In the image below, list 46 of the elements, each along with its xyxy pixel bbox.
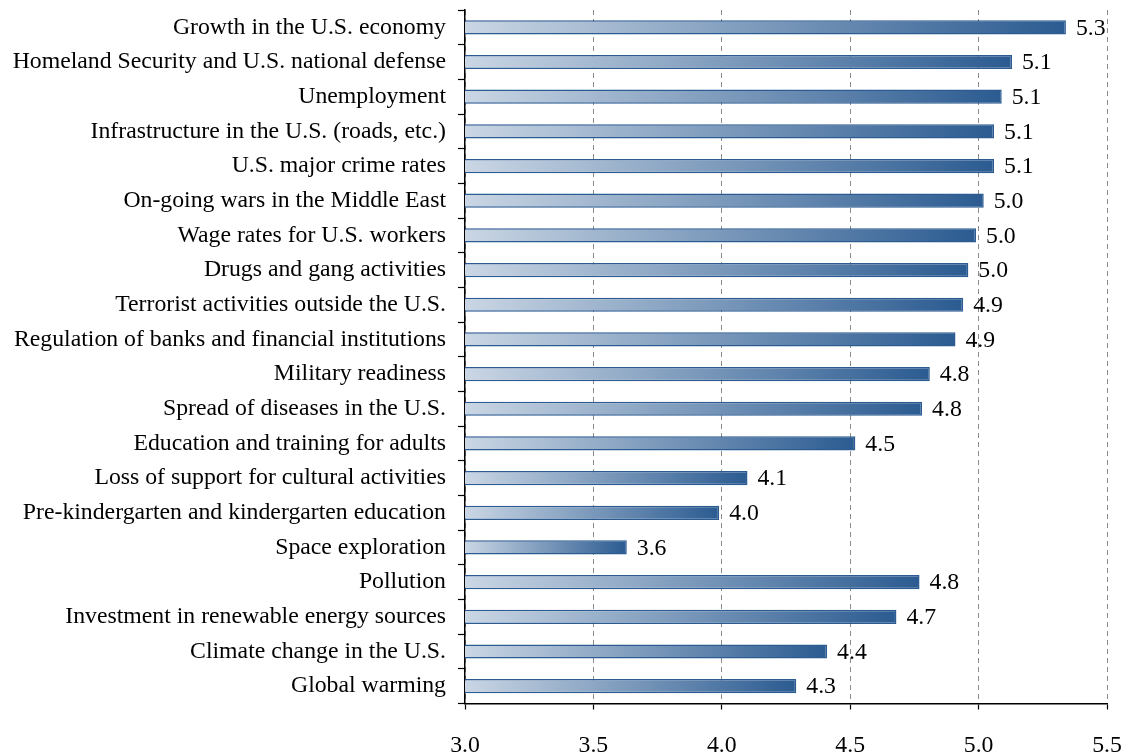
x-tick-label: 4.5	[835, 730, 866, 753]
data-label: 4.9	[965, 325, 996, 352]
y-tick-label: Climate change in the U.S.	[190, 636, 446, 663]
y-tick-label: Loss of support for cultural activities	[94, 463, 446, 490]
y-tick-label: Drugs and gang activities	[203, 255, 446, 282]
y-tick-label: Global warming	[290, 671, 447, 698]
y-tick-label: Education and training for adults	[133, 428, 446, 455]
y-tick-label: Military readiness	[273, 359, 446, 386]
y-tick-label: Infrastructure in the U.S. (roads, etc.)	[90, 116, 446, 143]
data-label: 3.6	[636, 533, 667, 560]
y-tick-label: Growth in the U.S. economy	[172, 12, 447, 39]
data-label: 5.3	[1075, 13, 1106, 40]
data-label: 4.8	[929, 568, 960, 595]
data-label: 4.8	[939, 360, 970, 387]
x-tick-label: 5.5	[1092, 730, 1122, 753]
data-label: 4.0	[729, 499, 759, 526]
y-tick-label: Space exploration	[275, 532, 447, 559]
y-tick-label: Homeland Security and U.S. national defense	[12, 47, 446, 74]
y-tick-label: Investment in renewable energy sources	[65, 602, 446, 629]
y-tick-label: On-going wars in the Middle East	[123, 185, 447, 212]
data-label: 5.0	[978, 256, 1009, 283]
data-label: 4.1	[757, 464, 788, 491]
data-label: 5.1	[1004, 152, 1034, 179]
data-label: 5.1	[1011, 82, 1042, 109]
data-label: 4.3	[806, 672, 836, 699]
data-label: 4.7	[906, 603, 937, 630]
x-tick-label: 5.0	[963, 730, 994, 753]
y-tick-label: Terrorist activities outside the U.S.	[115, 289, 446, 316]
x-tick-label: 3.0	[450, 730, 480, 753]
data-label: 5.1	[1021, 48, 1052, 75]
data-label: 4.4	[837, 637, 867, 664]
y-tick-label: Pollution	[358, 567, 447, 594]
data-label: 5.0	[986, 221, 1016, 248]
y-tick-label: Regulation of banks and financial institutions	[13, 324, 446, 351]
x-tick-label: 4.0	[706, 730, 737, 753]
data-label: 5.0	[993, 186, 1024, 213]
y-tick-label: Spread of diseases in the U.S.	[163, 394, 446, 420]
y-tick-label: Wage rates for U.S. workers	[177, 220, 446, 247]
y-tick-label: Unemployment	[298, 81, 447, 108]
data-label: 4.8	[932, 395, 962, 421]
y-tick-label: U.S. major crime rates	[231, 151, 446, 178]
data-label: 4.9	[973, 290, 1003, 317]
x-tick-label: 3.5	[578, 730, 609, 753]
y-tick-label: Pre-kindergarten and kindergarten education	[22, 498, 447, 525]
data-label: 4.5	[865, 429, 896, 456]
data-label: 5.1	[1004, 117, 1034, 144]
